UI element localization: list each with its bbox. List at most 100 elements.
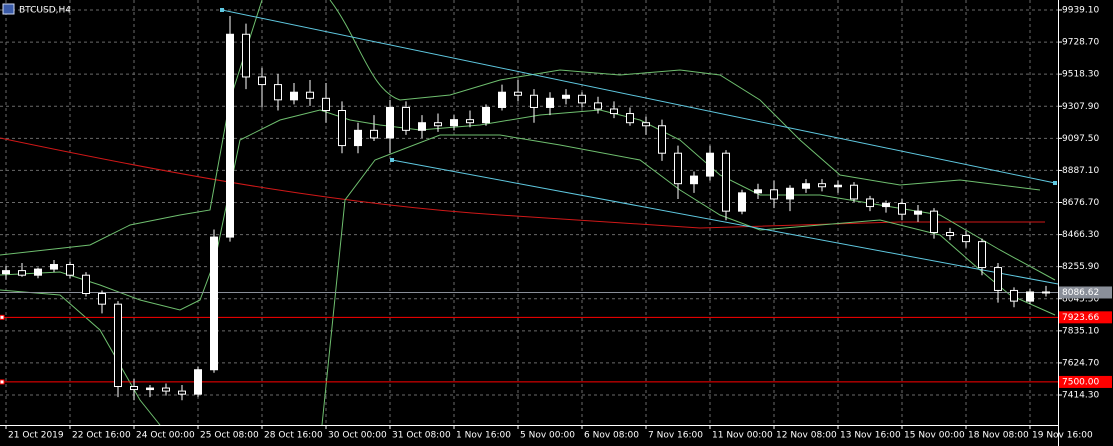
x-tick-label: 31 Oct 08:00 xyxy=(392,431,451,441)
candle-body xyxy=(338,110,346,147)
candle-body xyxy=(610,108,618,115)
candle-body xyxy=(546,97,554,108)
candle-body xyxy=(66,264,74,276)
candle-body xyxy=(962,235,970,243)
x-tick-label: 6 Nov 08:00 xyxy=(584,431,639,441)
x-tick-label: 1 Nov 16:00 xyxy=(456,431,511,441)
candles xyxy=(2,15,1050,401)
x-tick-label: 7 Nov 16:00 xyxy=(648,431,703,441)
candle-body xyxy=(754,189,762,194)
x-tick-label: 12 Nov 08:00 xyxy=(776,431,837,441)
candle-body xyxy=(866,198,874,208)
bollinger-upper xyxy=(329,0,1041,191)
candle-body xyxy=(274,84,282,101)
candle-body xyxy=(306,91,314,99)
candle-body xyxy=(738,192,746,212)
y-tick-label: 7624.70 xyxy=(1062,358,1099,368)
candle-body xyxy=(386,106,394,139)
candle-body xyxy=(642,122,650,127)
trend-anchor xyxy=(220,8,224,12)
candle-body xyxy=(354,129,362,147)
price-label-box xyxy=(1059,286,1112,299)
y-tick-label: 8255.90 xyxy=(1062,262,1099,272)
price-label-box xyxy=(1059,375,1112,388)
candle-body xyxy=(706,152,714,177)
candle-body xyxy=(690,175,698,185)
y-tick-label: 9518.30 xyxy=(1062,70,1099,80)
y-tick-label: 9728.70 xyxy=(1062,38,1099,48)
candle-body xyxy=(1042,291,1050,294)
x-tick-label: 21 Oct 2019 xyxy=(8,431,64,441)
candle-body xyxy=(498,91,506,108)
chart-title: BTCUSD,H4 xyxy=(19,6,71,16)
candle-body xyxy=(258,76,266,86)
candle-body xyxy=(114,303,122,388)
bollinger-lower xyxy=(321,134,1056,426)
y-tick-label: 8887.10 xyxy=(1062,166,1099,176)
candle-body xyxy=(994,267,1002,291)
candle-body xyxy=(770,189,778,200)
x-tick-label: 5 Nov 00:00 xyxy=(520,431,575,441)
moving-average xyxy=(0,137,1045,229)
price-label-box xyxy=(1059,311,1112,324)
x-tick-label: 30 Oct 00:00 xyxy=(328,431,387,441)
candle-body xyxy=(194,369,202,395)
level-anchor xyxy=(0,379,5,385)
candle-body xyxy=(898,203,906,215)
x-tick-label: 11 Nov 00:00 xyxy=(712,431,773,441)
candle-body xyxy=(786,187,794,200)
candle-body xyxy=(882,203,890,208)
y-tick-label: 8466.30 xyxy=(1062,230,1099,240)
x-tick-label: 15 Nov 00:00 xyxy=(904,431,965,441)
candle-body xyxy=(1010,289,1018,302)
x-tick-label: 19 Nov 16:00 xyxy=(1032,431,1093,441)
price-label: 8086.62 xyxy=(1062,288,1099,298)
x-tick-label: 28 Oct 16:00 xyxy=(264,431,323,441)
trend-anchor xyxy=(390,158,394,162)
candle-body xyxy=(530,94,538,108)
y-tick-label: 7414.30 xyxy=(1062,391,1099,401)
candle-body xyxy=(834,184,842,188)
candle-body xyxy=(418,122,426,131)
x-tick-label: 18 Nov 08:00 xyxy=(968,431,1029,441)
y-tick-label: 7835.10 xyxy=(1062,326,1099,336)
candle-body xyxy=(178,390,186,395)
candle-body xyxy=(130,386,138,391)
y-tick-label: 8676.70 xyxy=(1062,198,1099,208)
candle-body xyxy=(34,268,42,276)
y-tick-label: 9939.10 xyxy=(1062,6,1099,16)
candle-body xyxy=(210,236,218,371)
y-tick-label: 9307.90 xyxy=(1062,102,1099,112)
trend-line xyxy=(391,159,1059,285)
candle-body xyxy=(18,270,26,276)
candle-body xyxy=(322,97,330,112)
candle-body xyxy=(930,210,938,233)
candle-body xyxy=(82,274,90,294)
candle-body xyxy=(674,152,682,185)
candle-body xyxy=(146,387,154,391)
y-tick-label: 9097.50 xyxy=(1062,134,1099,144)
candle-body xyxy=(370,129,378,139)
candle-body xyxy=(2,270,10,275)
candle-body xyxy=(434,122,442,127)
candle-body xyxy=(722,152,730,212)
candle-body xyxy=(978,241,986,269)
trend-line xyxy=(221,9,1056,184)
candle-body xyxy=(402,106,410,131)
candle-body xyxy=(50,264,58,270)
candle-body xyxy=(818,183,826,188)
candle-body xyxy=(626,113,634,124)
price-label: 7923.66 xyxy=(1062,313,1099,323)
candle-body xyxy=(226,33,234,238)
x-tick-label: 22 Oct 16:00 xyxy=(72,431,131,441)
levels xyxy=(0,291,1058,385)
candle-body xyxy=(914,210,922,215)
candle-body xyxy=(482,106,490,124)
candle-body xyxy=(450,119,458,127)
x-tick-label: 24 Oct 00:00 xyxy=(136,431,195,441)
candle-body xyxy=(290,91,298,101)
candle-body xyxy=(466,119,474,124)
candle-body xyxy=(562,94,570,99)
